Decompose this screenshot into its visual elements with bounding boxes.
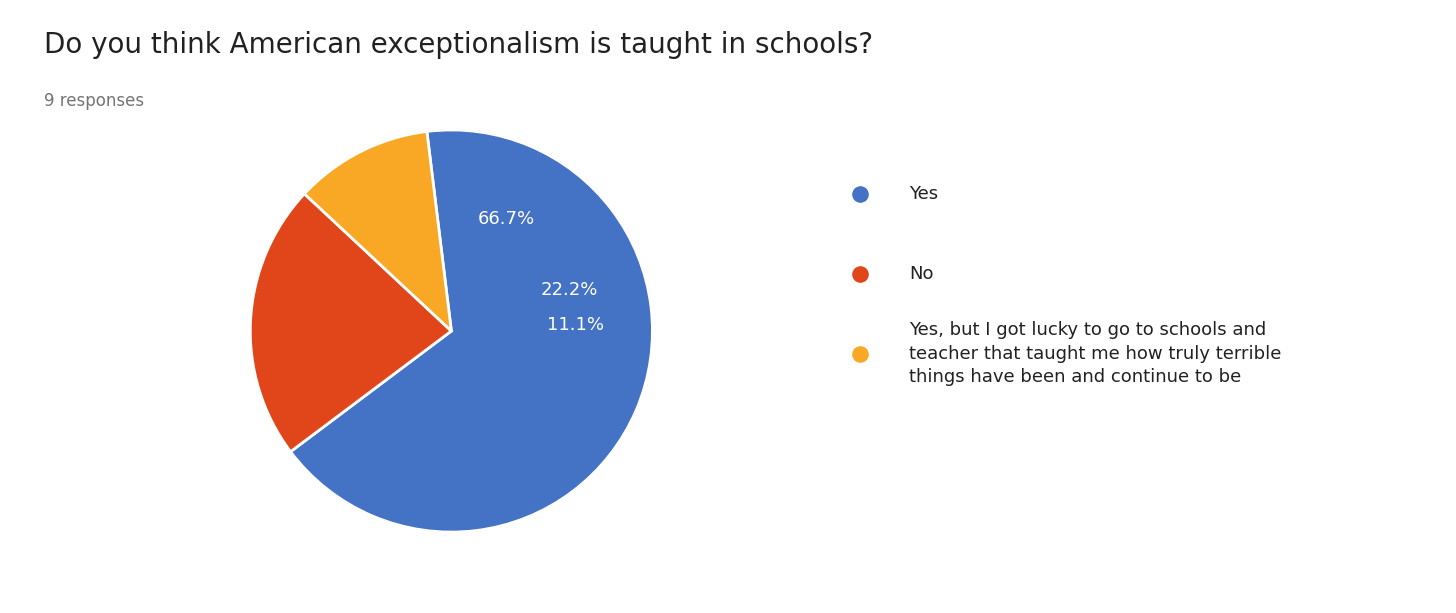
Wedge shape <box>304 131 451 331</box>
Wedge shape <box>291 130 652 532</box>
Wedge shape <box>250 194 451 452</box>
Text: 11.1%: 11.1% <box>547 316 604 335</box>
Text: 9 responses: 9 responses <box>44 92 144 110</box>
Text: No: No <box>910 265 933 283</box>
Text: Yes, but I got lucky to go to schools and
teacher that taught me how truly terri: Yes, but I got lucky to go to schools an… <box>910 321 1281 386</box>
Text: Do you think American exceptionalism is taught in schools?: Do you think American exceptionalism is … <box>44 31 872 59</box>
Point <box>849 269 872 279</box>
Text: 66.7%: 66.7% <box>478 210 536 228</box>
Text: Yes: Yes <box>910 185 939 204</box>
Point <box>849 189 872 199</box>
Point <box>849 349 872 359</box>
Text: 22.2%: 22.2% <box>540 281 598 299</box>
